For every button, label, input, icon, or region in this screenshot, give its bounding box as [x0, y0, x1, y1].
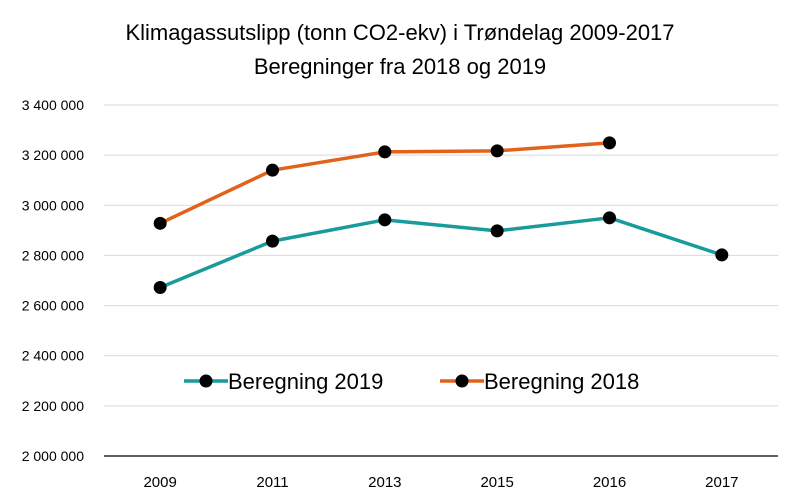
x-axis-tick-labels: 2009 2011 2013 2015 2016 2017 — [143, 474, 738, 491]
y-tick-label: 2 000 000 — [22, 448, 84, 464]
data-point — [266, 163, 279, 177]
series-1 — [153, 211, 729, 295]
legend-marker — [455, 374, 469, 388]
x-tick-label: 2017 — [705, 474, 738, 491]
x-tick-label: 2009 — [143, 474, 176, 491]
data-point — [603, 211, 616, 225]
data-point — [378, 213, 392, 227]
y-tick-label: 2 600 000 — [22, 298, 84, 314]
data-point — [266, 234, 279, 248]
legend-item: Beregning 2018 — [440, 369, 639, 394]
x-tick-label: 2011 — [256, 474, 288, 491]
x-tick-label: 2013 — [368, 474, 401, 491]
legend-label: Beregning 2018 — [484, 369, 639, 394]
y-tick-label: 3 000 000 — [22, 197, 84, 213]
legend-marker — [199, 374, 213, 388]
legend-item: Beregning 2019 — [184, 369, 383, 394]
y-axis-tick-labels: 2 000 000 2 200 000 2 400 000 2 600 000 2 80… — [22, 97, 84, 464]
data-point — [153, 216, 167, 230]
legend-label: Beregning 2019 — [228, 369, 383, 394]
data-point — [153, 281, 167, 295]
y-tick-label: 2 400 000 — [22, 348, 84, 364]
chart-subtitle: Beregninger fra 2018 og 2019 — [254, 54, 546, 79]
legend: Beregning 2019 Beregning 2018 — [184, 369, 639, 394]
series-line — [159, 216, 723, 290]
data-point — [378, 145, 392, 159]
chart-title: Klimagassutslipp (tonn CO2-ekv) i Trønde… — [125, 20, 674, 45]
grid-lines — [104, 104, 778, 407]
y-tick-label: 3 200 000 — [22, 147, 84, 163]
series-lines — [153, 136, 729, 295]
y-tick-label: 2 200 000 — [22, 398, 84, 414]
x-tick-label: 2016 — [593, 474, 626, 491]
data-point — [490, 224, 504, 238]
y-tick-label: 2 800 000 — [22, 247, 84, 263]
x-tick-label: 2015 — [480, 474, 513, 491]
y-tick-label: 3 400 000 — [22, 97, 84, 113]
data-point — [490, 144, 504, 158]
series-2 — [153, 136, 616, 230]
data-point — [715, 248, 729, 262]
data-point — [603, 136, 616, 150]
